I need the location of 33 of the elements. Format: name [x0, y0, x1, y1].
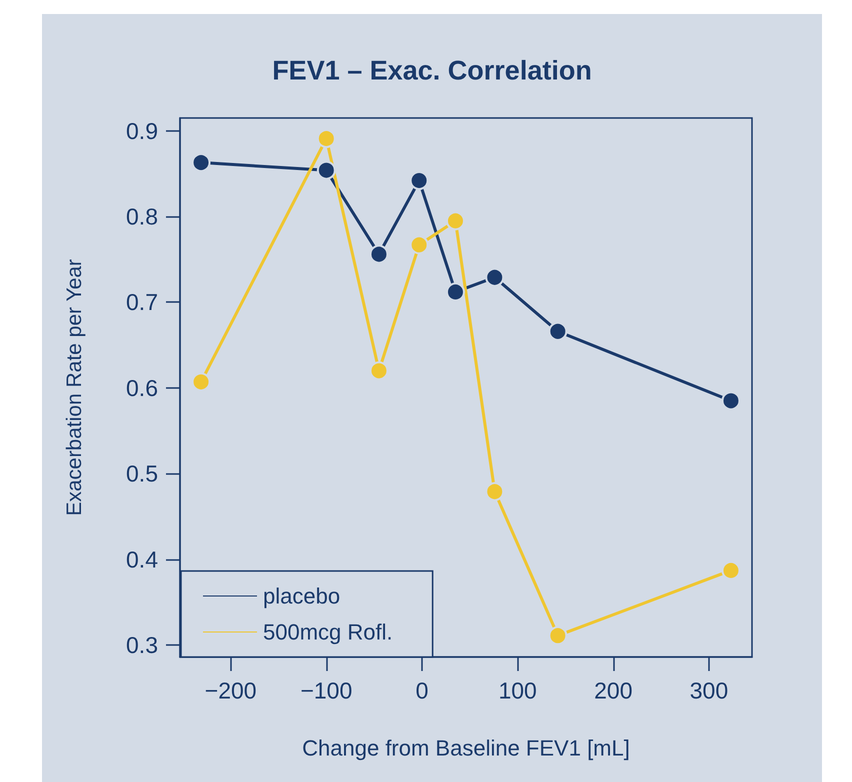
x-tick-label: −200 — [204, 678, 257, 704]
y-tick-label: 0.6 — [126, 374, 158, 401]
y-tick-label: 0.9 — [126, 118, 158, 144]
point — [369, 361, 388, 380]
x-tick-label: 0 — [416, 678, 428, 704]
y-tick-label: 0.7 — [126, 289, 158, 316]
x-axis-title: Change from Baseline FEV1 [mL] — [302, 736, 630, 760]
x-tick-label: −100 — [300, 678, 352, 704]
chart-title: FEV1 – Exac. Correlation — [272, 56, 592, 86]
y-tick-label: 0.5 — [126, 460, 158, 487]
x-tick-label: 100 — [498, 678, 537, 704]
point — [192, 153, 211, 172]
legend-label: 500mcg Rofl. — [263, 620, 393, 644]
point — [548, 626, 568, 646]
x-tick-label: 300 — [690, 678, 728, 704]
point — [410, 171, 429, 190]
point — [410, 235, 429, 254]
point — [446, 211, 465, 230]
point — [548, 322, 568, 341]
x-tick-label: 200 — [594, 678, 632, 704]
y-axis-title: Exacerbation Rate per Year — [63, 259, 86, 516]
legend-label: placebo — [263, 584, 340, 608]
point — [316, 129, 336, 148]
point — [192, 372, 211, 392]
y-tick-label: 0.8 — [126, 204, 158, 230]
point — [721, 560, 740, 580]
y-tick-label: 0.3 — [126, 632, 158, 658]
point — [485, 268, 504, 287]
point — [369, 244, 388, 264]
point — [721, 391, 740, 410]
point — [316, 160, 336, 180]
point — [485, 482, 504, 502]
y-tick-label: 0.4 — [126, 546, 158, 572]
